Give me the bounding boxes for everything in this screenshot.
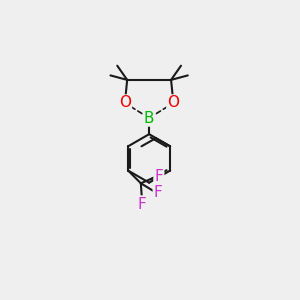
Text: F: F [138, 196, 146, 211]
Text: O: O [167, 95, 179, 110]
Text: F: F [154, 169, 163, 184]
Text: F: F [154, 184, 163, 200]
Text: B: B [144, 110, 154, 125]
Text: O: O [119, 95, 131, 110]
